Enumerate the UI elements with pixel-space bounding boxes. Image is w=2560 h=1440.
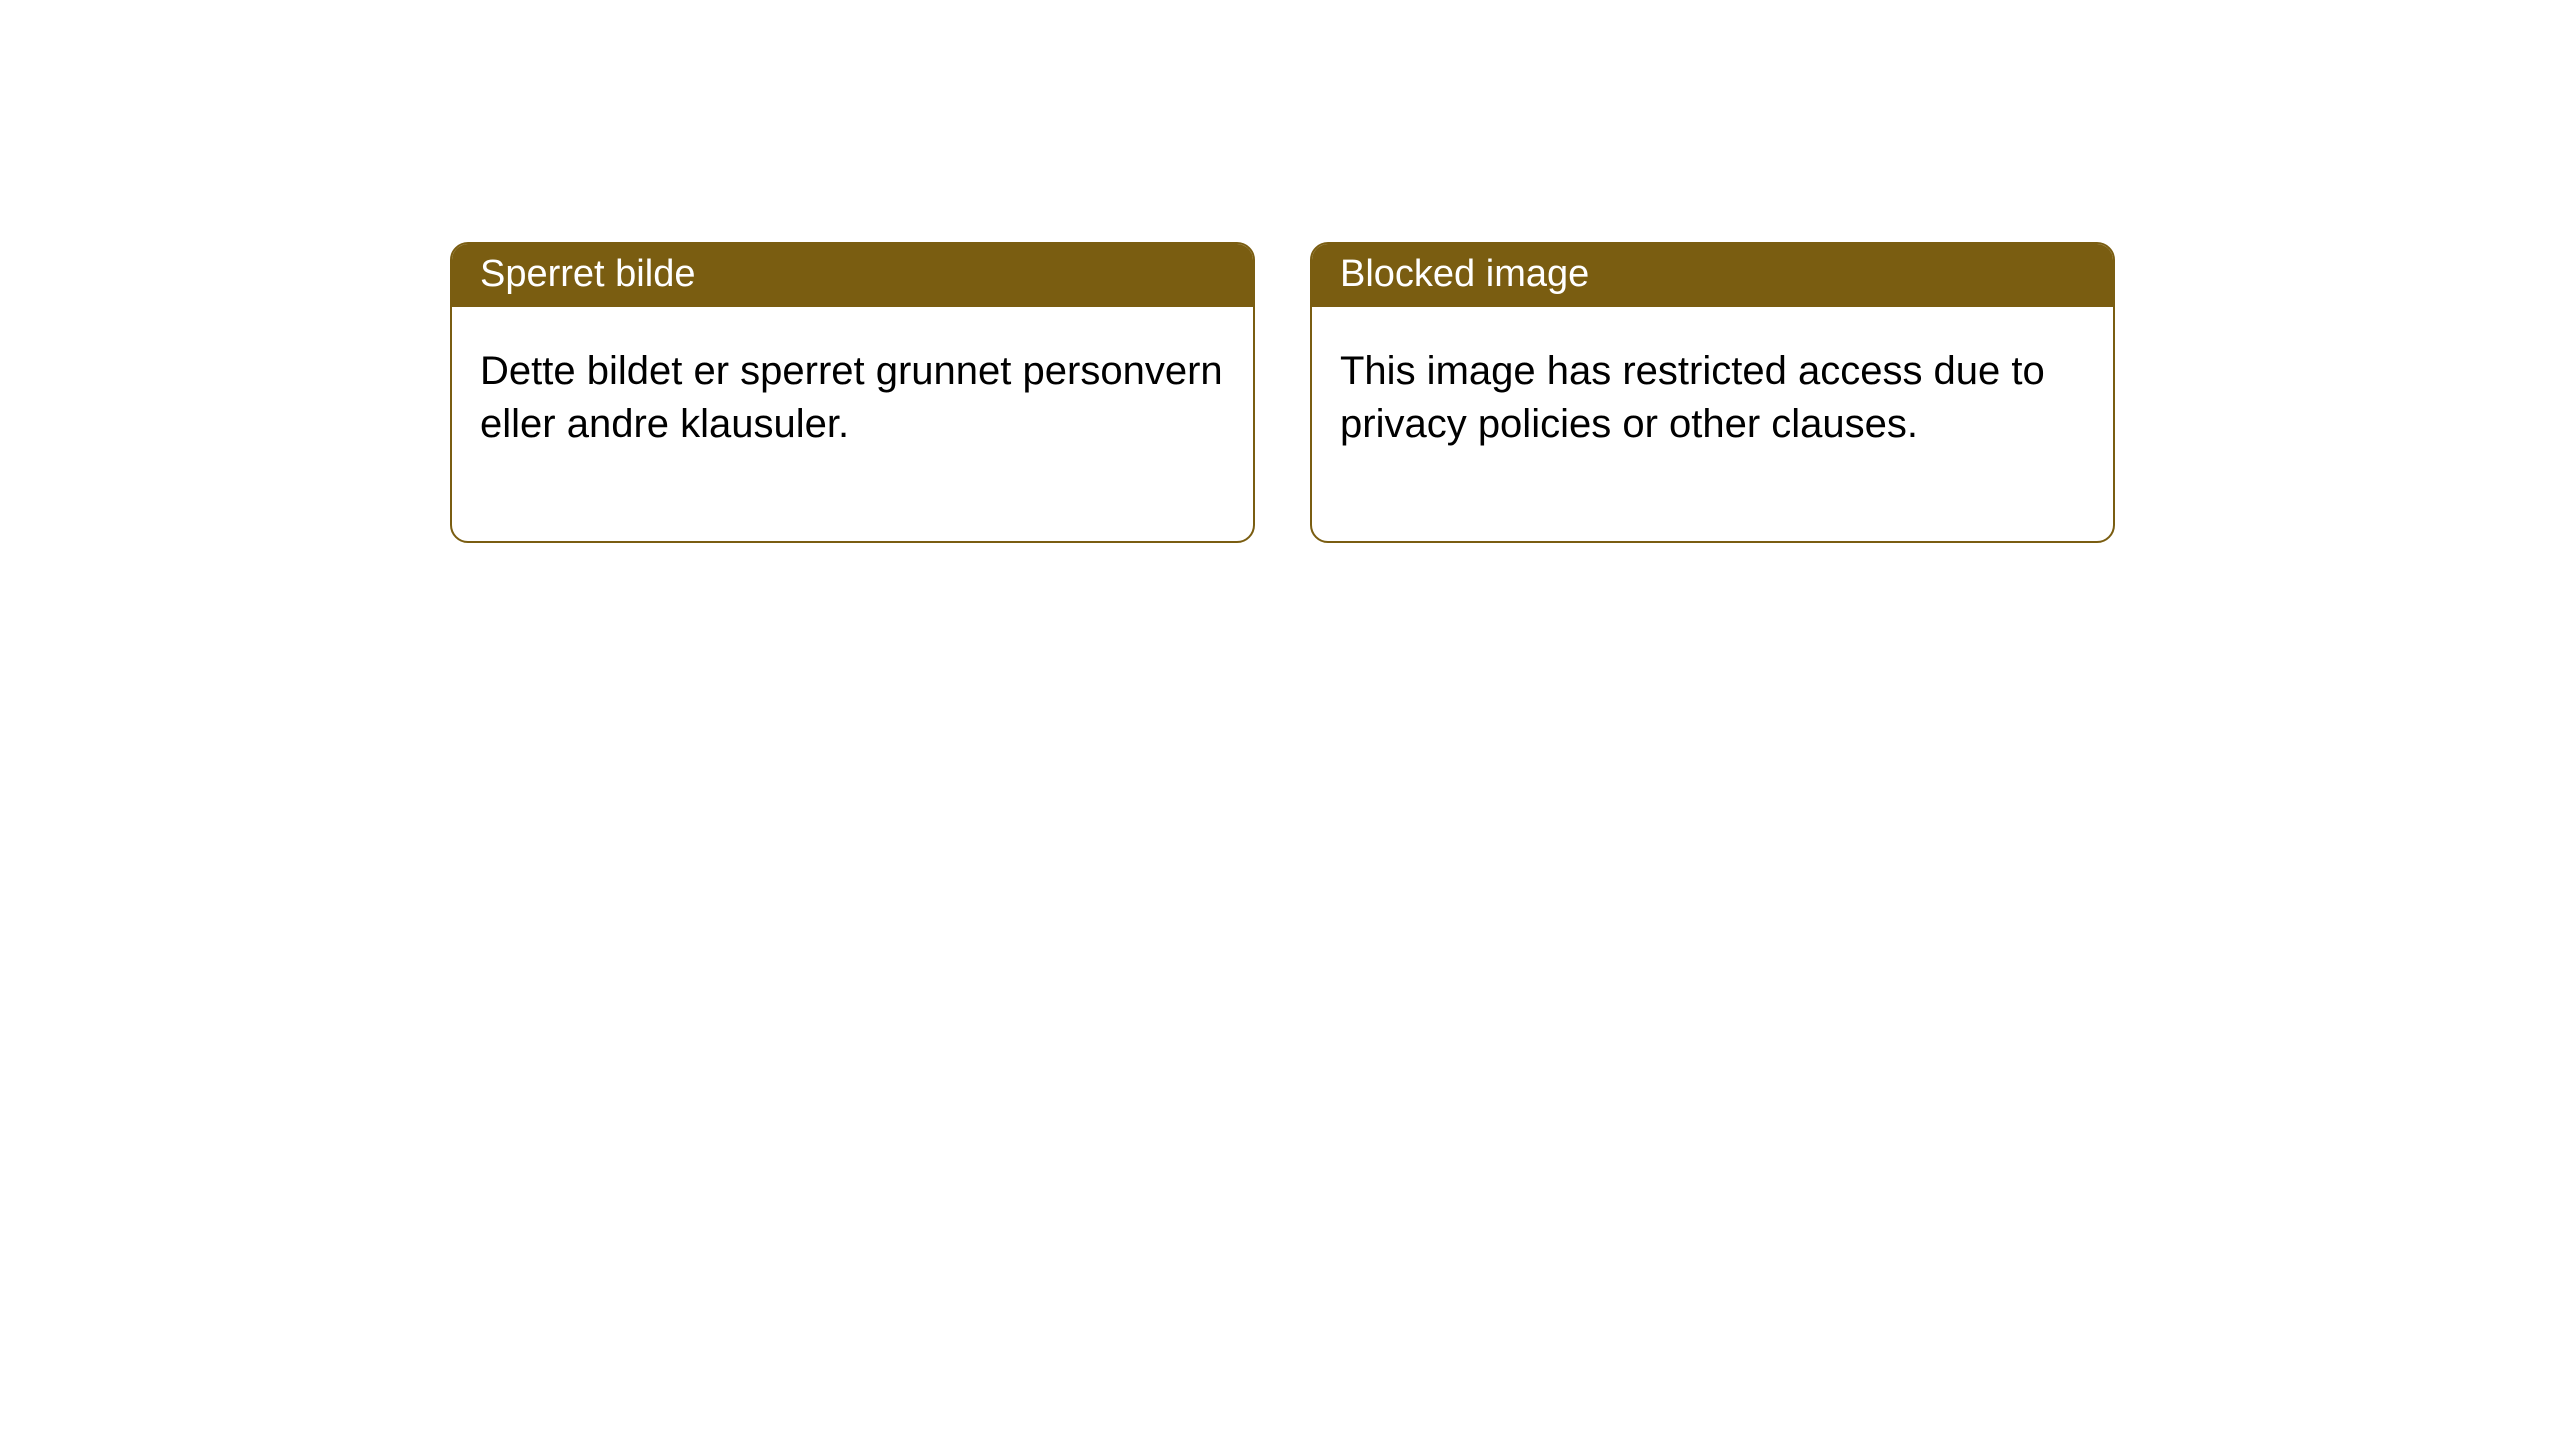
- notice-card-norwegian: Sperret bilde Dette bildet er sperret gr…: [450, 242, 1255, 543]
- card-body-text: This image has restricted access due to …: [1340, 349, 2045, 446]
- card-body: This image has restricted access due to …: [1312, 307, 2113, 541]
- card-header: Sperret bilde: [452, 244, 1253, 307]
- card-title: Sperret bilde: [480, 253, 695, 295]
- card-body: Dette bildet er sperret grunnet personve…: [452, 307, 1253, 541]
- notice-card-english: Blocked image This image has restricted …: [1310, 242, 2115, 543]
- card-body-text: Dette bildet er sperret grunnet personve…: [480, 349, 1223, 446]
- notice-cards-container: Sperret bilde Dette bildet er sperret gr…: [0, 0, 2560, 543]
- card-header: Blocked image: [1312, 244, 2113, 307]
- card-title: Blocked image: [1340, 253, 1589, 295]
